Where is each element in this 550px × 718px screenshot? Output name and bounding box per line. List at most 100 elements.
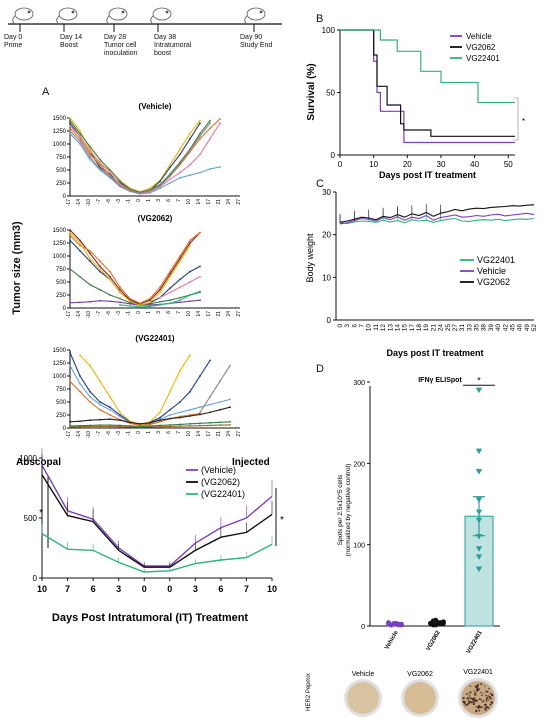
x-tick-label: 40 (470, 160, 479, 169)
x-tick-label: 10 (186, 431, 192, 437)
data-point (169, 299, 171, 302)
significance-star: * (522, 117, 525, 126)
series-line (339, 204, 535, 223)
x-tick-label: 17 (206, 311, 212, 317)
data-point (89, 150, 91, 153)
data-point (89, 249, 91, 252)
data-point (149, 301, 151, 304)
data-point (79, 130, 81, 132)
x-axis-label: Days post IT treatment (379, 170, 476, 180)
data-point (159, 185, 161, 188)
x-tick-label: 30 (437, 160, 446, 169)
x-tick-label: 10 (267, 584, 277, 594)
data-point (89, 364, 91, 367)
data-point (69, 301, 71, 304)
data-point (99, 163, 101, 166)
y-tick-label: 100 (353, 543, 365, 550)
x-tick-label: 15 (402, 324, 409, 332)
data-point (229, 364, 231, 367)
data-point (159, 187, 161, 190)
x-tick-label: 14 (196, 311, 202, 317)
x-tick-label: 3 (156, 431, 162, 434)
data-point (99, 418, 101, 421)
data-point (475, 509, 483, 516)
data-point (179, 171, 181, 174)
data-point (159, 419, 161, 422)
x-tick-label: 1 (146, 431, 152, 434)
data-point (99, 403, 101, 406)
data-point (69, 231, 71, 234)
significance-star: * (477, 376, 481, 386)
data-point (199, 153, 201, 156)
x-tick-label: 21 (216, 199, 222, 205)
data-point (189, 281, 191, 283)
data-point (119, 424, 121, 427)
y-tick-label: 1250 (53, 361, 67, 367)
y-axis-label: Survival (%) (306, 63, 317, 120)
spot (472, 701, 475, 704)
x-tick-label: 45 (509, 324, 516, 332)
spot (480, 706, 483, 708)
data-point (475, 554, 483, 560)
data-point (149, 189, 151, 192)
data-point (109, 300, 111, 303)
x-tick-label: 24 (226, 431, 232, 437)
y-tick-label: 0 (327, 316, 332, 325)
data-point (109, 294, 111, 296)
data-point (189, 149, 191, 152)
significance-star: * (280, 515, 284, 526)
data-point (229, 398, 231, 401)
data-point (89, 283, 91, 286)
chart-title: (VG22401) (135, 334, 174, 343)
data-point (69, 364, 71, 367)
y-tick-label: 0 (63, 306, 67, 312)
data-point (199, 375, 201, 377)
legend-label: Vehicle (466, 32, 492, 41)
series-line (69, 122, 211, 194)
data-point (430, 622, 436, 628)
spot (474, 691, 476, 694)
mouse-icon (56, 7, 78, 24)
data-point (119, 301, 121, 304)
spot (485, 694, 488, 697)
x-tick-label: 3 (156, 199, 162, 202)
y-tick-label: 10 (322, 273, 331, 282)
x-tick-label: 40 (495, 324, 502, 332)
spot (488, 699, 490, 701)
y-tick-label: 0 (33, 574, 38, 583)
data-point (209, 127, 211, 130)
data-point (109, 414, 111, 416)
x-tick-label: 3 (116, 584, 121, 594)
x-tick-label: -14 (76, 311, 82, 318)
x-tick-label: 7 (359, 324, 366, 328)
data-point (89, 419, 91, 422)
spot (464, 704, 467, 707)
data-point (199, 132, 201, 135)
data-point (119, 411, 121, 414)
data-point (89, 257, 91, 260)
data-point (129, 421, 131, 424)
data-point (149, 299, 151, 302)
timeline-event: Day 90 Study End (240, 34, 290, 50)
legend-label: VG22401 (477, 255, 515, 265)
series-line (69, 380, 201, 426)
x-tick-label: 14 (196, 199, 202, 205)
data-point (179, 257, 181, 260)
data-point (179, 299, 181, 302)
x-tick-label: -1 (126, 311, 132, 316)
data-point (139, 304, 141, 307)
data-point (159, 180, 161, 183)
x-tick-label: -14 (76, 199, 82, 206)
injected-label: Injected (232, 457, 270, 468)
data-point (99, 424, 101, 427)
data-point (179, 369, 181, 372)
x-tick-label: -1 (126, 431, 132, 436)
chart-title: IFNγ ELISpot (418, 377, 462, 384)
x-axis-label: Days post IT treatment (386, 348, 483, 358)
spot (474, 685, 478, 688)
data-point (219, 408, 221, 411)
data-point (79, 143, 81, 145)
legend-label: VG22401 (466, 54, 500, 63)
data-point (159, 424, 161, 427)
